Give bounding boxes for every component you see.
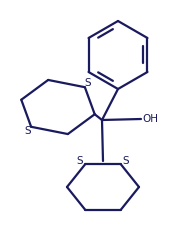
Text: S: S (85, 78, 91, 88)
Text: S: S (123, 157, 129, 166)
Text: OH: OH (142, 114, 158, 124)
Text: S: S (25, 126, 31, 136)
Text: S: S (77, 157, 83, 166)
